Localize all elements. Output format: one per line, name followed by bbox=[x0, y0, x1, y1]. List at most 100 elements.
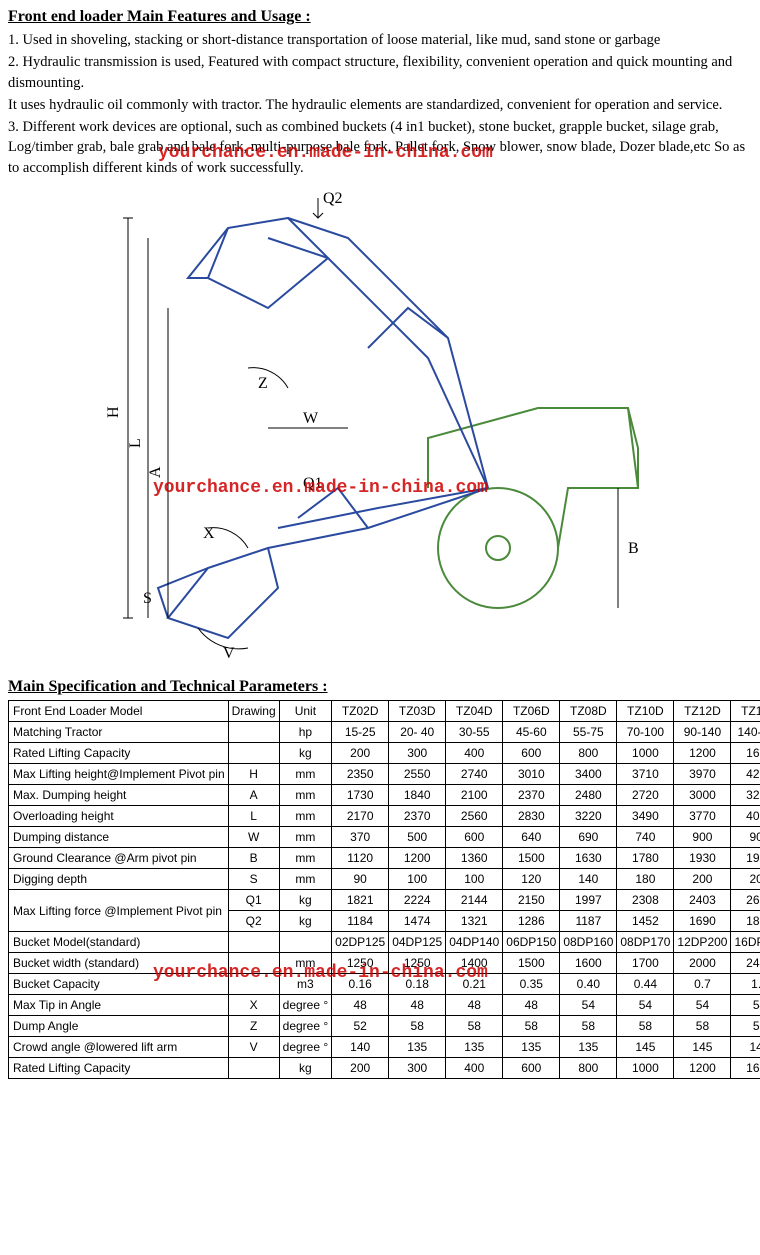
value-cell: 1360 bbox=[446, 848, 503, 869]
value-cell: 1400 bbox=[446, 953, 503, 974]
value-cell: 54 bbox=[674, 995, 731, 1016]
unit-cell: hp bbox=[279, 722, 332, 743]
drawing-cell bbox=[228, 953, 279, 974]
row-label: Bucket width (standard) bbox=[9, 953, 229, 974]
value-cell: 58 bbox=[503, 1016, 560, 1037]
value-cell: 900 bbox=[674, 827, 731, 848]
drawing-cell bbox=[228, 932, 279, 953]
table-header-row: Front End Loader ModelDrawingUnitTZ02DTZ… bbox=[9, 701, 760, 722]
row-label: Bucket Model(standard) bbox=[9, 932, 229, 953]
value-cell: 140 bbox=[560, 869, 617, 890]
value-cell: 300 bbox=[389, 743, 446, 764]
value-cell: 140-180 bbox=[731, 722, 760, 743]
value-cell: 200 bbox=[332, 1058, 389, 1079]
value-cell: 3200 bbox=[731, 785, 760, 806]
value-cell: 600 bbox=[503, 743, 560, 764]
svg-text:A: A bbox=[147, 466, 164, 478]
value-cell: 145 bbox=[617, 1037, 674, 1058]
value-cell: 1930 bbox=[731, 848, 760, 869]
value-cell: 145 bbox=[674, 1037, 731, 1058]
value-cell: 1850 bbox=[731, 911, 760, 932]
value-cell: 1730 bbox=[332, 785, 389, 806]
value-cell: 140 bbox=[332, 1037, 389, 1058]
value-cell: 48 bbox=[389, 995, 446, 1016]
page-container: Front end loader Main Features and Usage… bbox=[8, 8, 752, 1079]
unit-cell: mm bbox=[279, 953, 332, 974]
value-cell: 1690 bbox=[674, 911, 731, 932]
table-row: Ground Clearance @Arm pivot pinBmm112012… bbox=[9, 848, 760, 869]
tractor-outline bbox=[428, 408, 638, 608]
value-cell: 52 bbox=[332, 1016, 389, 1037]
drawing-cell: A bbox=[228, 785, 279, 806]
value-cell: 58 bbox=[731, 1016, 760, 1037]
table-row: Matching Tractorhp15-2520- 4030-5545-605… bbox=[9, 722, 760, 743]
table-row: Dump AngleZdegree °5258585858585858 bbox=[9, 1016, 760, 1037]
col-header: TZ04D bbox=[446, 701, 503, 722]
value-cell: 1.6 bbox=[731, 974, 760, 995]
value-cell: 2740 bbox=[446, 764, 503, 785]
table-row: Max Lifting height@Implement Pivot pinHm… bbox=[9, 764, 760, 785]
row-label: Max Lifting height@Implement Pivot pin bbox=[9, 764, 229, 785]
value-cell: 0.21 bbox=[446, 974, 503, 995]
table-row: Overloading heightLmm2170237025602830322… bbox=[9, 806, 760, 827]
table-row: Digging depthSmm90100100120140180200200 bbox=[9, 869, 760, 890]
value-cell: 1120 bbox=[332, 848, 389, 869]
value-cell: 2403 bbox=[674, 890, 731, 911]
row-label: Dumping distance bbox=[9, 827, 229, 848]
value-cell: 48 bbox=[446, 995, 503, 1016]
value-cell: 1250 bbox=[389, 953, 446, 974]
svg-text:W: W bbox=[303, 410, 319, 427]
drawing-cell: X bbox=[228, 995, 279, 1016]
drawing-cell: H bbox=[228, 764, 279, 785]
value-cell: 2720 bbox=[617, 785, 674, 806]
value-cell: 300 bbox=[389, 1058, 446, 1079]
unit-cell: kg bbox=[279, 743, 332, 764]
para-3: It uses hydraulic oil commonly with trac… bbox=[8, 95, 752, 115]
drawing-cell: S bbox=[228, 869, 279, 890]
svg-text:Q2: Q2 bbox=[323, 190, 343, 207]
unit-cell: kg bbox=[279, 890, 332, 911]
value-cell: 1600 bbox=[731, 743, 760, 764]
value-cell: 640 bbox=[503, 827, 560, 848]
value-cell: 2224 bbox=[389, 890, 446, 911]
svg-text:Q1: Q1 bbox=[303, 475, 323, 492]
value-cell: 200 bbox=[674, 869, 731, 890]
table-row: Dumping distanceWmm370500600640690740900… bbox=[9, 827, 760, 848]
value-cell: 1821 bbox=[332, 890, 389, 911]
value-cell: 100 bbox=[389, 869, 446, 890]
value-cell: 58 bbox=[674, 1016, 731, 1037]
unit-cell: degree ° bbox=[279, 1037, 332, 1058]
row-label: Overloading height bbox=[9, 806, 229, 827]
value-cell: 54 bbox=[560, 995, 617, 1016]
value-cell: 2144 bbox=[446, 890, 503, 911]
value-cell: 90-140 bbox=[674, 722, 731, 743]
row-label: Rated Lifting Capacity bbox=[9, 1058, 229, 1079]
value-cell: 02DP125 bbox=[332, 932, 389, 953]
value-cell: 370 bbox=[332, 827, 389, 848]
value-cell: 2350 bbox=[332, 764, 389, 785]
para-2: 2. Hydraulic transmission is used, Featu… bbox=[8, 52, 752, 93]
value-cell: 135 bbox=[560, 1037, 617, 1058]
drawing-cell: Q2 bbox=[228, 911, 279, 932]
value-cell: 180 bbox=[617, 869, 674, 890]
row-label: Matching Tractor bbox=[9, 722, 229, 743]
value-cell: 58 bbox=[560, 1016, 617, 1037]
drawing-cell: L bbox=[228, 806, 279, 827]
svg-text:V: V bbox=[223, 645, 235, 662]
row-label: Bucket Capacity bbox=[9, 974, 229, 995]
unit-cell: degree ° bbox=[279, 1016, 332, 1037]
value-cell: 1840 bbox=[389, 785, 446, 806]
drawing-cell bbox=[228, 743, 279, 764]
loader-arm-lower bbox=[158, 488, 488, 638]
value-cell: 100 bbox=[446, 869, 503, 890]
para-1: 1. Used in shoveling, stacking or short-… bbox=[8, 30, 752, 50]
value-cell: 1600 bbox=[731, 1058, 760, 1079]
value-cell: 1187 bbox=[560, 911, 617, 932]
value-cell: 400 bbox=[446, 743, 503, 764]
drawing-cell: B bbox=[228, 848, 279, 869]
value-cell: 400 bbox=[446, 1058, 503, 1079]
value-cell: 06DP150 bbox=[503, 932, 560, 953]
value-cell: 2550 bbox=[389, 764, 446, 785]
para-4: 3. Different work devices are optional, … bbox=[8, 117, 752, 178]
row-label: Max Lifting force @Implement Pivot pin bbox=[9, 890, 229, 932]
